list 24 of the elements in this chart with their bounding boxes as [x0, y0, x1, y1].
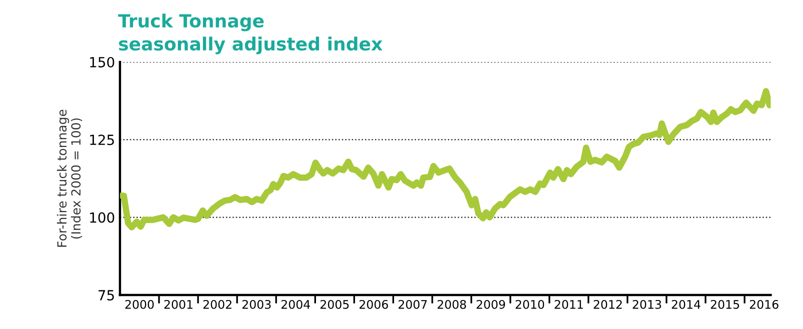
y-tick-label: 100: [90, 212, 114, 223]
x-tick-label: 2006: [360, 300, 388, 309]
x-tick-label: 2007: [398, 300, 427, 309]
x-tick-label: 2016: [750, 300, 778, 309]
chart-subtitle: seasonally adjusted index: [118, 36, 382, 54]
x-tick-label: 2015: [710, 300, 740, 309]
x-tick-label: 2012: [594, 300, 622, 309]
x-tick-label: 2013: [632, 300, 662, 309]
y-tick-label: 75: [98, 290, 114, 300]
x-tick-label: 2003: [242, 300, 271, 309]
x-tick-label: 2008: [438, 300, 466, 309]
x-tick-label: 2011: [554, 300, 583, 309]
chart-title: Truck Tonnage: [118, 14, 264, 32]
y-tick-label: 125: [90, 134, 114, 146]
x-tick-label: 2004: [281, 300, 310, 309]
x-tick-label: 2010: [516, 300, 544, 309]
x-tick-label: 2001: [164, 300, 192, 309]
x-tick-label: 2014: [672, 300, 700, 309]
y-axis-title: For-hire truck tonnage (Index 2000 = 100): [56, 110, 82, 247]
x-tick-label: 2002: [203, 300, 232, 309]
y-tick-label: 150: [90, 56, 114, 68]
x-tick-label: 2009: [476, 300, 506, 309]
x-tick-label: 2000: [125, 300, 154, 309]
x-tick-label: 2005: [320, 300, 349, 309]
